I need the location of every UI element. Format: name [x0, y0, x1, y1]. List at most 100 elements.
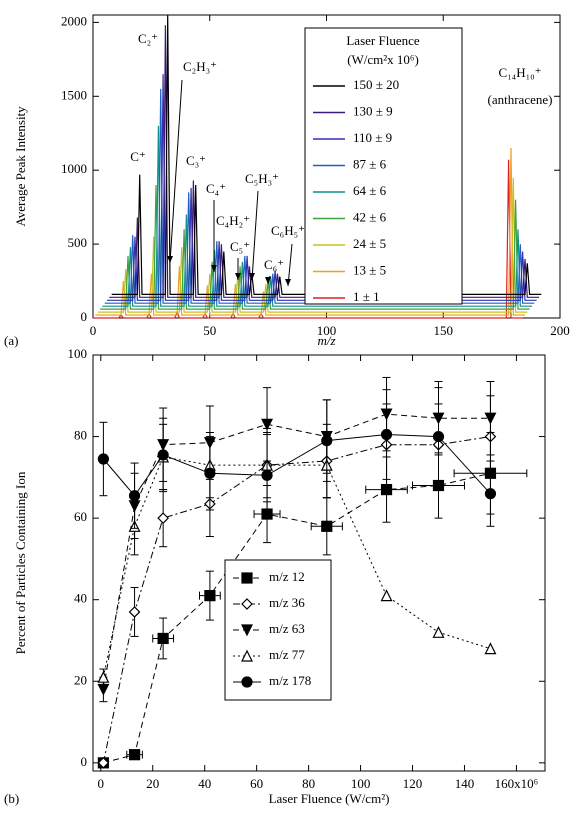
legend-label: m/z 63: [269, 621, 305, 636]
x-tick-label: 0: [98, 776, 105, 791]
y-tick-label: 60: [74, 509, 87, 524]
legend-label: 42 ± 6: [353, 209, 387, 224]
legend-title: (W/cm²x 10⁶): [347, 52, 419, 67]
annotation-arrowhead: [265, 277, 271, 284]
marker: [241, 676, 253, 688]
marker: [157, 512, 169, 524]
x-tick-label: 100: [317, 323, 337, 338]
marker: [157, 632, 169, 645]
y-tick-label: 500: [68, 235, 88, 250]
legend-label: 110 ± 9: [353, 130, 392, 145]
x-tick-label: 100: [351, 776, 371, 791]
legend-label: m/z 77: [269, 647, 305, 662]
marker: [380, 428, 393, 441]
x-tick-label: 0: [90, 323, 97, 338]
x-tick-label: 150: [434, 323, 454, 338]
annotation: C₆H₅⁺: [271, 223, 305, 238]
y-tick-label: 100: [68, 346, 88, 361]
x-tick-label: 60: [250, 776, 263, 791]
x-tick-label: 200: [550, 323, 570, 338]
legend-title: Laser Fluence: [346, 33, 420, 48]
y-tick-label: 2000: [61, 13, 87, 28]
marker: [241, 598, 253, 610]
x-tick-label: 40: [198, 776, 211, 791]
x-axis-label: Laser Fluence (W/cm²): [269, 791, 390, 806]
y-tick-label: 80: [74, 428, 87, 443]
annotation-arrow: [169, 79, 183, 264]
x-tick-label: 50: [203, 323, 216, 338]
marker: [97, 683, 110, 696]
legend-box: [224, 559, 332, 701]
marker: [261, 469, 273, 481]
marker: [204, 590, 216, 602]
annotation: C₄⁺: [206, 181, 226, 196]
marker: [380, 483, 393, 496]
y-tick-label: 0: [81, 754, 88, 769]
annotation-arrowhead: [167, 256, 173, 263]
legend-label: 24 ± 5: [353, 236, 386, 251]
annotation: C₅⁺: [230, 239, 250, 254]
annotation: C₂⁺: [138, 31, 158, 46]
x-tick-label: 80: [302, 776, 315, 791]
marker: [128, 490, 141, 502]
marker: [97, 670, 110, 683]
annotation-arrowhead: [249, 273, 255, 280]
marker: [432, 430, 445, 443]
marker: [261, 418, 274, 431]
marker: [97, 756, 110, 769]
annotation-arrow: [251, 190, 259, 281]
panel-label: (a): [4, 333, 18, 348]
x-axis-label: m/z: [317, 333, 335, 348]
x-tick-label: 120: [403, 776, 423, 791]
legend-label: 130 ± 9: [353, 103, 393, 118]
y-tick-label: 1000: [61, 161, 87, 176]
marker: [432, 625, 445, 638]
marker: [484, 642, 497, 655]
annotation-arrowhead: [235, 273, 241, 280]
marker: [241, 624, 253, 637]
annotation: C₅H₃⁺: [245, 171, 279, 186]
legend-label: 87 ± 6: [353, 156, 387, 171]
legend-label: m/z 178: [269, 673, 311, 688]
x-tick-label: 160x10⁶: [495, 776, 539, 791]
marker: [128, 749, 141, 761]
marker: [380, 589, 393, 602]
annotation: C₆⁺: [264, 257, 284, 272]
y-axis-label: Percent of Particles Containing Ion: [13, 471, 28, 654]
marker: [484, 412, 497, 425]
y-tick-label: 20: [74, 672, 87, 687]
annotation: C⁺: [130, 149, 146, 164]
marker: [204, 467, 216, 479]
plot-frame: [92, 354, 546, 772]
legend-label: 13 ± 5: [353, 262, 386, 277]
x-tick-label: 20: [146, 776, 159, 791]
spectrum-line: [100, 184, 530, 310]
marker: [321, 520, 333, 532]
marker: [321, 435, 333, 447]
y-tick-label: 40: [74, 591, 87, 606]
x-tick-label: 140: [455, 776, 475, 791]
y-tick-label: 0: [81, 309, 88, 324]
legend-label: m/z 12: [269, 569, 305, 584]
panel-label: (b): [4, 791, 19, 806]
marker: [157, 449, 169, 461]
marker: [128, 606, 141, 618]
legend-label: 1 ± 1: [353, 289, 380, 304]
legend-label: m/z 36: [269, 595, 305, 610]
y-axis-label: Average Peak Intensity: [13, 106, 28, 227]
annotation: C₄H₂⁺: [216, 213, 250, 228]
y-tick-label: 1500: [61, 87, 87, 102]
legend-label: 150 ± 20: [353, 77, 399, 92]
marker: [97, 453, 109, 465]
marker: [241, 572, 253, 584]
annotation-arrowhead: [285, 279, 291, 286]
spectrum-line: [95, 147, 525, 316]
spectrum-line: [97, 177, 528, 313]
annotation-arrowhead: [211, 265, 217, 272]
annotation: (anthracene): [488, 92, 553, 107]
legend-label: 64 ± 6: [353, 183, 387, 198]
annotation: C₁₄H₁₀⁺: [498, 65, 541, 80]
annotation: C₃⁺: [186, 153, 206, 168]
marker: [484, 488, 497, 500]
